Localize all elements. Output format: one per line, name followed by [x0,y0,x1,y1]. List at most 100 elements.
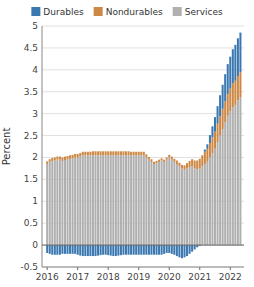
bar [92,155,94,245]
x-tick-label: 2019 [127,272,150,282]
bar [143,155,145,245]
bar [222,85,224,109]
bar [54,245,56,255]
bars [46,33,241,259]
grid-line [42,267,244,268]
bar [89,152,91,156]
bar [191,245,193,252]
bar [46,245,48,253]
bar [130,152,132,156]
bar [128,151,130,155]
y-tick-label: 1 [32,196,38,206]
bar [133,152,135,156]
bar [105,245,107,255]
grid-line [42,26,244,27]
bar [234,45,236,81]
bar [120,155,122,245]
bar [64,245,66,254]
bar [237,38,239,76]
bar [214,149,216,245]
bar [189,167,191,245]
bar [51,158,53,161]
bar [46,161,48,164]
bar [138,245,140,255]
bar [183,165,185,169]
bar [186,168,188,245]
bar [153,164,155,245]
bar [166,160,168,245]
bar [143,245,145,255]
bar [51,161,53,245]
bar [150,159,152,162]
bar [181,165,183,169]
grid-line [42,47,244,48]
bar [143,152,145,156]
bar [67,245,69,254]
legend-swatch [173,7,182,16]
bar [148,160,150,245]
bar [69,155,71,159]
bar [206,149,208,162]
bar [87,245,89,256]
x-tick-label: 2021 [188,272,211,282]
bar [194,161,196,169]
bar [125,155,127,245]
bar [54,161,56,246]
bar [79,245,81,256]
x-axis [42,267,244,268]
bar [125,245,127,255]
bar [234,105,236,245]
bar [128,155,130,245]
bar [138,152,140,156]
bar [196,161,198,170]
bar [122,245,124,255]
bar [110,151,112,155]
bar [100,245,102,255]
bar [232,83,234,107]
bar [84,245,86,256]
bar [168,157,170,245]
bar [79,157,81,246]
bar [156,245,158,255]
y-axis [42,26,43,267]
bar [49,162,51,245]
bar [107,151,109,155]
bar [67,160,69,245]
bar [77,154,79,158]
bar [158,162,160,245]
bar [120,151,122,155]
bar [56,160,58,245]
bar [46,164,48,245]
grid-line [42,113,244,114]
bar [97,151,99,155]
bar [87,152,89,156]
bar [219,95,221,116]
bar [209,135,211,143]
bar [196,169,198,245]
y-tick-label: 4 [32,65,38,75]
bar [117,155,119,245]
bar [100,155,102,245]
bar [153,162,155,164]
bar [140,155,142,245]
grid-line [42,245,244,246]
bar [239,33,241,72]
y-tick-label: 2.5 [24,131,38,141]
bar [125,151,127,155]
bar [102,155,104,245]
bar [94,155,96,245]
bar [158,245,160,255]
bar [74,245,76,254]
bar [87,155,89,245]
x-tick-label: 2017 [66,272,89,282]
bar [72,158,74,245]
bar [92,245,94,256]
bar [148,245,150,255]
bar [161,158,163,160]
bar [239,72,241,97]
bar [135,155,137,245]
bar [89,245,91,256]
bar [158,160,160,162]
bar [229,89,231,112]
bar [148,157,150,160]
